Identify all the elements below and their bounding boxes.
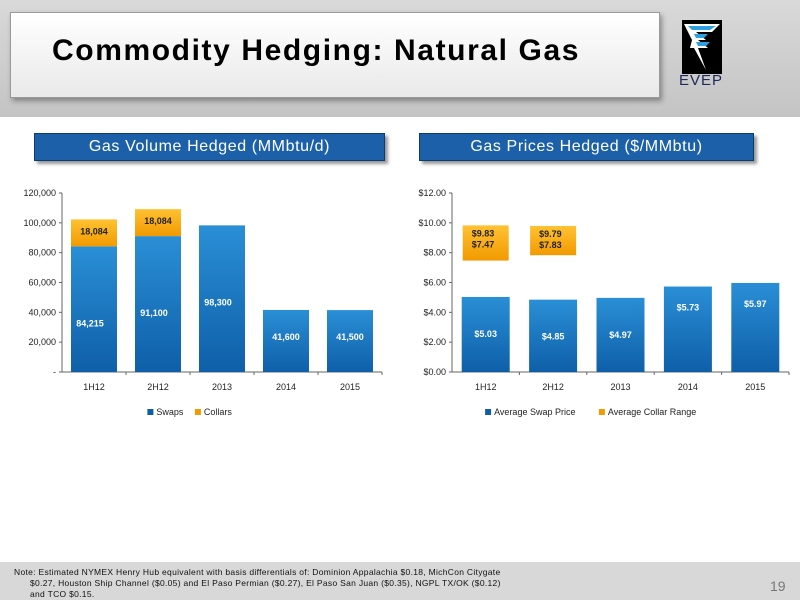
volume-ytick-label: 100,000 — [23, 218, 56, 228]
footnote-line-1: Note: Estimated NYMEX Henry Hub equivale… — [14, 567, 501, 577]
price-bar-swap — [461, 296, 510, 372]
volume-bar-swaps — [263, 309, 309, 372]
volume-legend-swatch — [194, 409, 201, 415]
price-ytick-label: $4.00 — [423, 307, 446, 317]
price-legend-label: Average Swap Price — [494, 407, 575, 417]
footnote-line-3: and TCO $0.15. — [30, 589, 95, 599]
volume-bar-swaps — [71, 246, 117, 372]
footer-band — [0, 562, 800, 600]
volume-data-label-swaps: 41,600 — [272, 332, 300, 342]
footnote-line-2: $0.27, Houston Ship Channel ($0.05) and … — [30, 578, 501, 588]
slide-title: Commodity Hedging: Natural Gas — [52, 34, 581, 67]
price-data-label-swap: $5.73 — [677, 303, 700, 313]
price-data-label-collar-low: $7.47 — [472, 239, 495, 249]
price-data-label-collar-low: $7.83 — [539, 240, 562, 250]
volume-xtick-label: 2014 — [276, 382, 296, 392]
volume-ytick-label: 120,000 — [23, 188, 56, 198]
page-number: 19 — [770, 578, 786, 594]
price-data-label-collar-high: $9.83 — [472, 228, 495, 238]
price-legend-label: Average Collar Range — [608, 407, 696, 417]
price-bar-swap — [663, 286, 712, 372]
charts-canvas: - 20,000 40,000 60,000 80,000 100,000 120,000 1… — [23, 188, 790, 417]
price-panel-title: Gas Prices Hedged ($/MMbtu) — [419, 133, 754, 161]
price-ytick-label: $12.00 — [418, 188, 446, 198]
volume-legend-label: Swaps — [156, 407, 184, 417]
volume-xtick-label: 2H12 — [147, 382, 169, 392]
price-bar-swap — [529, 299, 578, 372]
price-legend-swatch — [598, 409, 605, 415]
price-bar-swap — [596, 297, 645, 372]
price-data-label-swap: $5.03 — [474, 329, 497, 339]
volume-data-label-swaps: 84,215 — [76, 318, 104, 328]
volume-ytick-label: - — [53, 367, 56, 377]
volume-bar-swaps — [327, 310, 373, 372]
volume-panel-title: Gas Volume Hedged (MMbtu/d) — [34, 133, 385, 161]
price-xtick-label: 2015 — [745, 382, 765, 392]
volume-ytick-label: 40,000 — [28, 307, 56, 317]
volume-xtick-label: 2015 — [340, 382, 360, 392]
volume-ytick-label: 20,000 — [28, 337, 56, 347]
volume-ytick-label: 80,000 — [28, 248, 56, 258]
volume-legend-swatch — [147, 409, 154, 415]
price-ytick-label: $10.00 — [418, 218, 446, 228]
evep-logo-icon — [682, 20, 722, 74]
volume-xtick-label: 1H12 — [83, 382, 105, 392]
price-ytick-label: $8.00 — [423, 248, 446, 258]
price-legend-swatch — [485, 409, 492, 415]
title-box — [10, 12, 660, 98]
volume-data-label-collars: 18,084 — [80, 226, 108, 236]
volume-bar-collars — [135, 209, 181, 237]
volume-legend-label: Collars — [204, 407, 233, 417]
price-data-label-swap: $5.97 — [744, 299, 767, 309]
volume-ytick-label: 60,000 — [28, 278, 56, 288]
volume-data-label-swaps: 41,500 — [336, 332, 364, 342]
price-data-label-swap: $4.97 — [609, 330, 632, 340]
volume-bar-swaps — [199, 225, 245, 372]
volume-bar-collars — [71, 219, 117, 247]
volume-data-label-swaps: 91,100 — [140, 308, 168, 318]
footnote: Note: Estimated NYMEX Henry Hub equivale… — [14, 567, 574, 600]
price-xtick-label: 2013 — [610, 382, 630, 392]
price-bar-swap — [731, 282, 780, 372]
volume-xtick-label: 2013 — [212, 382, 232, 392]
price-data-label-swap: $4.85 — [542, 332, 565, 342]
price-xtick-label: 2H12 — [542, 382, 564, 392]
price-ytick-label: $2.00 — [423, 337, 446, 347]
price-xtick-label: 2014 — [678, 382, 698, 392]
volume-data-label-collars: 18,084 — [144, 216, 172, 226]
volume-data-label-swaps: 98,300 — [204, 297, 232, 307]
price-ytick-label: $6.00 — [423, 278, 446, 288]
price-data-label-collar-high: $9.79 — [539, 229, 562, 239]
volume-bar-swaps — [135, 236, 181, 372]
logo-text: EVEP — [678, 72, 724, 89]
price-ytick-label: $0.00 — [423, 367, 446, 377]
price-xtick-label: 1H12 — [475, 382, 497, 392]
price-bar-collar-range — [462, 225, 509, 261]
price-bar-collar-range — [530, 225, 577, 256]
